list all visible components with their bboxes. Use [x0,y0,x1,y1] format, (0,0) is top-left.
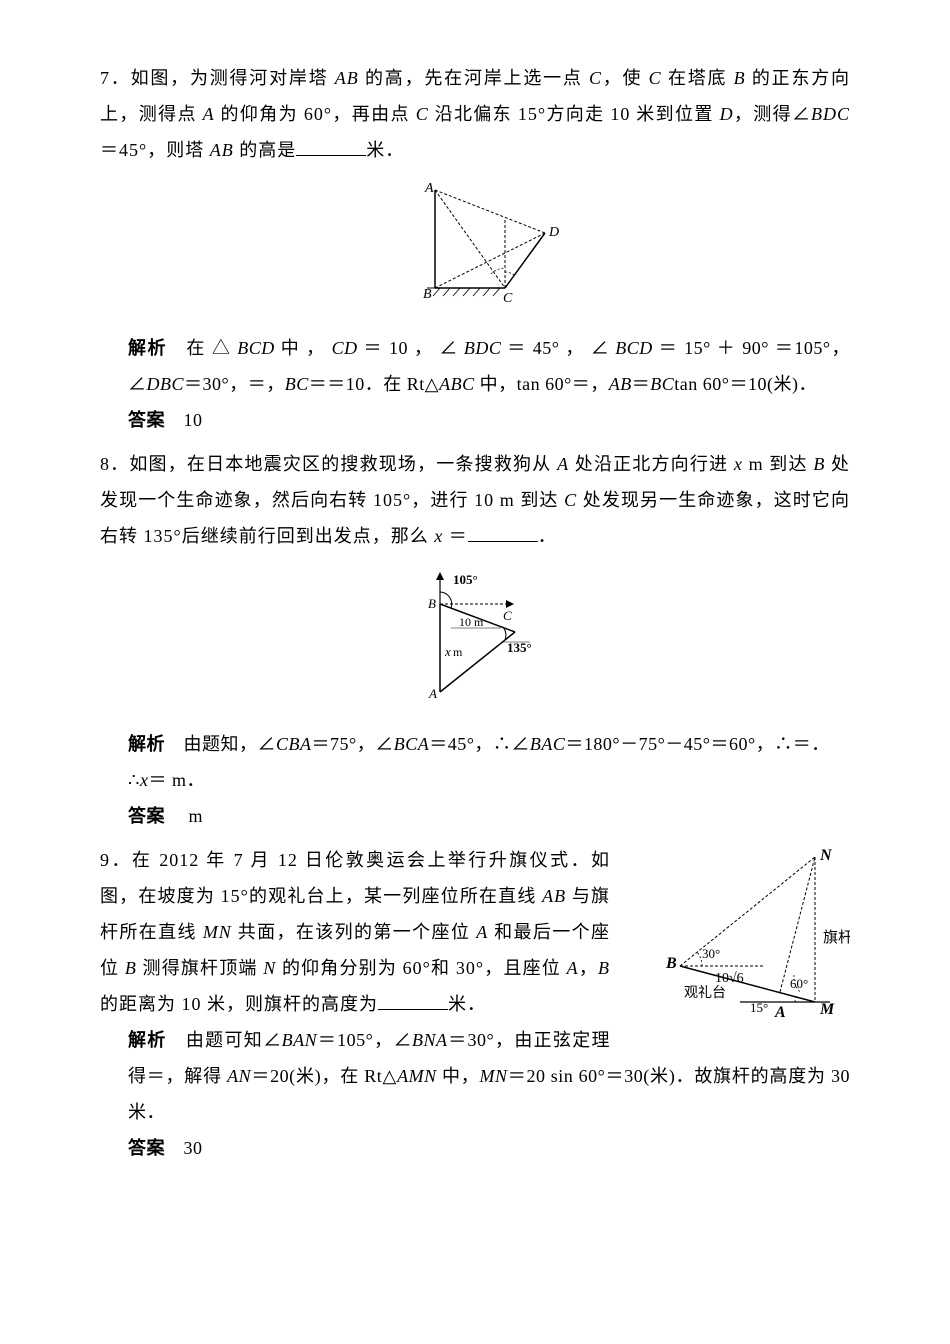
svg-text:B: B [665,955,677,972]
problem-7-solution: 解析 在 △ BCD 中 ， CD ＝ 10 ， ∠ BDC ＝ 45° ， ∠… [100,330,850,402]
problem-8: 8．如图，在日本地震灾区的搜救现场，一条搜救狗从 A 处沿正北方向行进 x m … [100,446,850,834]
answer-label: 答案 [128,1138,165,1158]
answer-label: 答案 [128,806,165,826]
problem-7-body: 如图，为测得河对岸塔 AB 的高，先在河岸上选一点 C，使 C 在塔底 B 的正… [100,68,850,160]
solution-label: 解析 [128,734,165,754]
solution-label: 解析 [128,1030,167,1050]
problem-8-solution: 解析 由题知，∠CBA＝75°，∠BCA＝45°，∴∠BAC＝180°－75°－… [100,726,850,762]
problem-7-figure: A B C D [100,178,850,320]
problem-number: 7． [100,68,131,88]
svg-text:A: A [774,1004,786,1021]
svg-text:观礼台: 观礼台 [684,985,726,1001]
solution-label: 解析 [128,338,167,358]
svg-text:10√6: 10√6 [715,971,744,986]
svg-text:M: M [819,1001,835,1018]
problem-8-text: 8．如图，在日本地震灾区的搜救现场，一条搜救狗从 A 处沿正北方向行进 x m … [100,446,850,554]
answer-text: 30 [184,1138,203,1158]
svg-text:N: N [819,847,833,864]
svg-text:旗杆: 旗杆 [823,929,850,946]
svg-text:B: B [423,287,432,302]
problem-8-figure: 105° B C 10 m 135° x m A [100,564,850,716]
svg-text:A: A [428,686,437,701]
svg-text:105°: 105° [453,572,478,587]
answer-label: 答案 [128,410,165,430]
problem-9: N M A B 30° 60° 15° 10√6 观礼台 旗杆 9．在 2012… [100,842,850,1166]
problem-9-figure: N M A B 30° 60° 15° 10√6 观礼台 旗杆 [620,842,850,1034]
svg-text:x: x [444,644,451,659]
svg-text:10 m: 10 m [459,615,484,629]
problem-9-body: 在 2012 年 7 月 12 日伦敦奥运会上举行升旗仪式．如图，在坡度为 15… [100,850,610,1014]
svg-text:60°: 60° [790,976,808,991]
problem-number: 8． [100,454,129,474]
problem-9-solution: 解析 由题可知∠BAN＝105°，∠BNA＝30°，由正弦定理得＝，解得 AN＝… [100,1022,850,1130]
solution-text: 由题知，∠CBA＝75°，∠BCA＝45°，∴∠BAC＝180°－75°－45°… [184,734,830,754]
problem-8-answer: 答案 m [100,798,850,834]
solution-text: 在 △ BCD 中 ， CD ＝ 10 ， ∠ BDC ＝ 45° ， ∠ BC… [128,338,850,394]
svg-text:B: B [428,596,436,611]
problem-7-answer: 答案 10 [100,402,850,438]
solution-text: 由题可知∠BAN＝105°，∠BNA＝30°，由正弦定理得＝，解得 AN＝20(… [128,1030,850,1122]
problem-9-answer: 答案 30 [100,1130,850,1166]
problem-7-text: 7．如图，为测得河对岸塔 AB 的高，先在河岸上选一点 C，使 C 在塔底 B … [100,60,850,168]
svg-text:m: m [453,645,463,659]
svg-text:C: C [503,608,512,623]
svg-text:30°: 30° [702,946,720,961]
problem-7: 7．如图，为测得河对岸塔 AB 的高，先在河岸上选一点 C，使 C 在塔底 B … [100,60,850,438]
problem-8-solution-line2: ∴x＝ m． [100,762,850,798]
problem-8-body: 如图，在日本地震灾区的搜救现场，一条搜救狗从 A 处沿正北方向行进 x m 到达… [100,454,850,546]
answer-text: m [184,806,204,826]
svg-text:15°: 15° [750,1000,768,1015]
svg-text:A: A [424,181,434,196]
svg-text:C: C [503,291,513,306]
problem-number: 9． [100,850,132,870]
svg-text:D: D [548,225,559,240]
answer-text: 10 [184,410,203,430]
